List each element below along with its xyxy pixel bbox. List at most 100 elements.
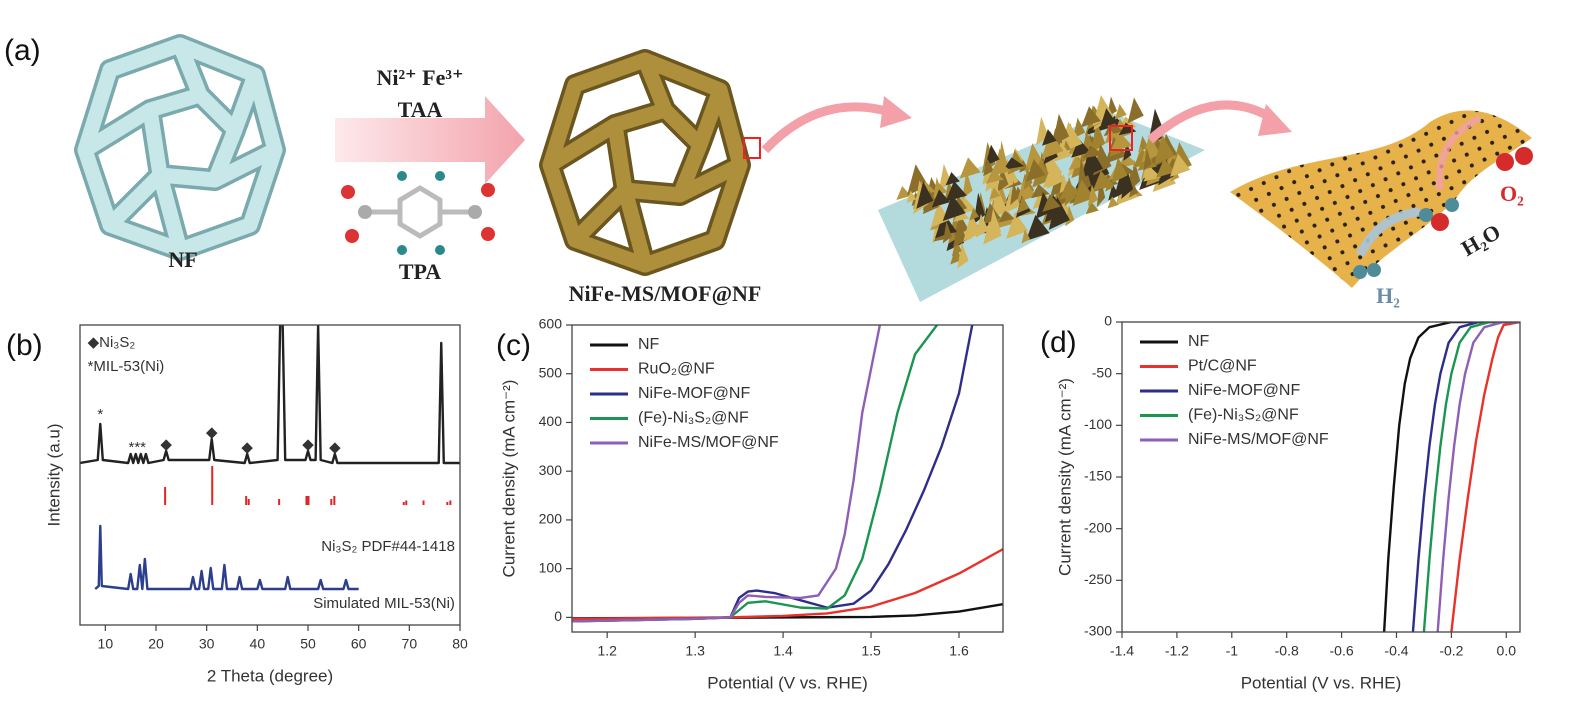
annotation: ◆ (160, 436, 172, 453)
series-line (572, 548, 1003, 621)
annotation: *** (128, 439, 146, 456)
atom (1515, 147, 1533, 165)
nanosheet (1127, 97, 1144, 124)
annotation: Ni₃S₂ PDF#44-1418 (321, 538, 455, 555)
plot-frame (571, 324, 1004, 633)
atom (1419, 208, 1433, 222)
nanosheet (916, 181, 934, 209)
x-tick-label: 20 (148, 636, 164, 652)
y-tick-label: 0 (554, 608, 562, 624)
nanosheet (1112, 118, 1132, 141)
panel-label: (c) (496, 329, 531, 362)
y-tick-label: -250 (1084, 571, 1112, 587)
legend-label: NiFe-MS/MOF@NF (638, 434, 779, 451)
nanosheet (957, 242, 969, 269)
x-tick-label: 50 (300, 636, 316, 652)
nf-label: NF (168, 247, 197, 272)
x-tick-label: 1.5 (861, 643, 881, 659)
series-line (94, 524, 359, 591)
nanosheet (1052, 113, 1070, 147)
nanosheet (1053, 142, 1072, 162)
legend-label: (Fe)-Ni₃S₂@NF (638, 410, 749, 427)
x-tick-label: -1.2 (1165, 643, 1189, 659)
nanosheet (1103, 120, 1124, 137)
tpa-molecule (341, 171, 495, 255)
x-axis-label: Potential (V vs. RHE) (1241, 673, 1402, 692)
nanosheet (985, 169, 1004, 184)
nanosheet (953, 209, 970, 222)
atom (397, 245, 407, 255)
series-line (572, 325, 974, 623)
curved-arrow (1355, 207, 1421, 258)
plot-area (80, 325, 460, 591)
nanosheet (922, 190, 939, 215)
x-tick-label: 70 (402, 636, 418, 652)
nanosheet (1123, 141, 1132, 161)
nanosheet (983, 158, 994, 177)
curved-arrow (1436, 114, 1482, 191)
nanosheet (1048, 196, 1070, 230)
x-tick-label: -0.2 (1439, 643, 1463, 659)
nanosheet (1087, 184, 1098, 207)
nanosheet (1111, 157, 1128, 184)
sheet-pores (1230, 110, 1532, 288)
y-tick-label: 300 (539, 462, 563, 478)
nanosheet (1031, 184, 1050, 199)
atom (435, 245, 445, 255)
arrow-head (880, 96, 912, 128)
nanosheet (1081, 106, 1101, 128)
nanosheet (942, 221, 952, 244)
cage-body (542, 52, 748, 273)
nanosheet (989, 187, 1001, 200)
nanosheet (985, 144, 1000, 166)
y-axis-label: Intensity (a.u) (44, 424, 63, 527)
x-axis-label: Potential (V vs. RHE) (707, 673, 868, 692)
y-axis-label: Current density (mA cm⁻²) (1055, 378, 1074, 576)
ions-label: Ni²⁺ Fe³⁺ (376, 65, 463, 90)
atom (1445, 198, 1459, 212)
annotation: ◆ (302, 436, 314, 453)
series-line (1411, 322, 1520, 632)
series-line (1436, 322, 1520, 632)
atom (481, 227, 495, 241)
nanosheet (933, 183, 948, 197)
legend-label: Pt/C@NF (1188, 358, 1257, 375)
x-tick-label: 1.6 (949, 643, 969, 659)
h2o-label: H₂O (1457, 219, 1505, 261)
nanosheet (1035, 192, 1054, 219)
mof-cage (539, 49, 751, 276)
legend-label: NF (1188, 333, 1210, 350)
panel-label: (d) (1040, 326, 1077, 359)
nanosheet (1096, 175, 1106, 208)
legend-label: NF (638, 336, 660, 353)
x-tick-label: -0.4 (1384, 643, 1408, 659)
plot-frame (79, 324, 461, 626)
x-tick-label: -0.6 (1330, 643, 1354, 659)
nanosheet (1154, 134, 1175, 165)
legend-label: NiFe-MOF@NF (1188, 382, 1300, 399)
nanosheet (987, 208, 1002, 243)
nanosheet (1107, 196, 1119, 209)
nanosheet (931, 189, 951, 208)
y-tick-label: 0 (1104, 313, 1112, 329)
nanosheet (1041, 131, 1064, 160)
tpa-label: TPA (399, 259, 441, 284)
nanosheet (1121, 165, 1134, 200)
atom (1496, 153, 1514, 171)
y-tick-label: -100 (1084, 416, 1112, 432)
nanosheet (1006, 211, 1029, 239)
zoom-box (1109, 125, 1133, 151)
annotation: * (97, 406, 103, 423)
y-tick-label: -50 (1092, 364, 1112, 380)
y-tick-label: -200 (1084, 519, 1112, 535)
atom (358, 205, 372, 219)
x-tick-label: 60 (351, 636, 367, 652)
x-tick-label: 1.3 (685, 643, 705, 659)
legend-label: NiFe-MOF@NF (638, 385, 750, 402)
nanosheet (1016, 179, 1037, 203)
legend-label: RuO₂@NF (638, 361, 715, 378)
atom (341, 185, 355, 199)
h2-label: H₂ (1376, 283, 1400, 308)
nanosheet (1071, 138, 1091, 158)
nanosheet (1128, 181, 1139, 198)
